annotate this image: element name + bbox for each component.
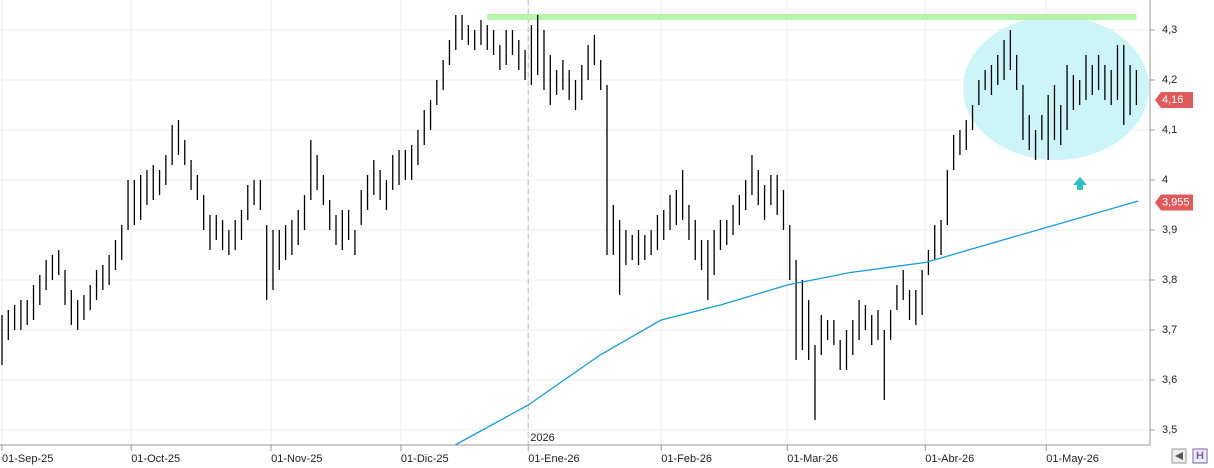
save-glyph: H — [1196, 450, 1204, 462]
arrow-up — [1073, 177, 1087, 190]
x-tick-label: 01-Feb-26 — [661, 453, 712, 465]
y-tick-label: 4,3 — [1162, 24, 1177, 36]
x-tick-label: 01-Sep-25 — [2, 453, 53, 465]
moving-average — [454, 200, 1139, 446]
save-icon[interactable] — [1192, 448, 1208, 464]
price-label-box — [1155, 92, 1193, 108]
year-label: 2026 — [530, 432, 554, 444]
axes: 3,5 3,6 3,7 3,8 3,9 4 4,1 4,2 4,3 01-Sep-25 01-Oct… — [1, 24, 1193, 465]
x-tick-label: 01-Oct-25 — [131, 453, 180, 465]
x-tick-label: 01-May-26 — [1046, 453, 1099, 465]
y-tick-label: 3,8 — [1162, 274, 1177, 286]
y-tick-label: 3,6 — [1162, 374, 1177, 386]
y-tick-label: 4,2 — [1162, 74, 1177, 86]
icon-glyph — [1175, 452, 1183, 460]
y-tick-label: 3,9 — [1162, 224, 1177, 236]
highlight-ellipse — [963, 16, 1149, 160]
price-label: 3,955 — [1162, 196, 1190, 208]
x-tick-label: 01-Ene-26 — [528, 453, 579, 465]
grid — [0, 0, 1150, 445]
x-tick-label: 01-Mar-26 — [787, 453, 838, 465]
price-label: 4,16 — [1162, 94, 1183, 106]
price-label-box — [1155, 194, 1193, 211]
y-tick-label: 3,7 — [1162, 324, 1177, 336]
y-tick-label: 3,5 — [1162, 424, 1177, 436]
y-tick-label: 4 — [1162, 174, 1168, 186]
x-tick-label: 01-Dic-25 — [401, 453, 449, 465]
x-tick-label: 01-Abr-26 — [925, 453, 974, 465]
x-tick-label: 01-Nov-25 — [271, 453, 322, 465]
y-tick-label: 4,1 — [1162, 124, 1177, 136]
marks — [1, 14, 1139, 446]
